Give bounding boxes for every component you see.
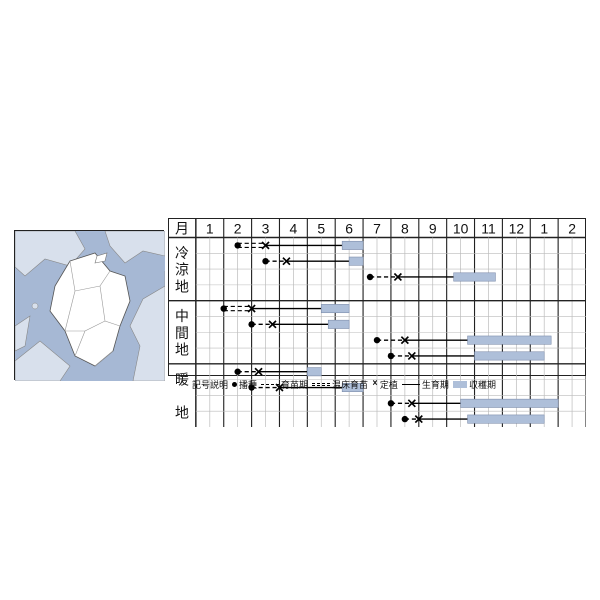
panel: 月12345678910111212冷涼地中間地暖 地 記号説明 播種 育苗期 … [14, 218, 586, 392]
legend-hotbed: 温床育苗 [332, 378, 368, 391]
svg-text:8: 8 [401, 220, 409, 236]
legend-sowing: 播種 [239, 378, 257, 391]
svg-text:6: 6 [345, 220, 353, 236]
svg-text:1: 1 [206, 220, 214, 236]
svg-text:月: 月 [175, 220, 189, 236]
harvest-icon [453, 381, 467, 388]
legend-growth: 生育期 [422, 378, 449, 391]
svg-text:中: 中 [175, 308, 189, 324]
legend: 記号説明 播種 育苗期 温床育苗 × 定植 生育期 収穫期 [188, 376, 586, 392]
svg-text:1: 1 [540, 220, 548, 236]
svg-text:暖: 暖 [175, 371, 189, 387]
svg-text:5: 5 [317, 220, 325, 236]
svg-text:間: 間 [175, 325, 189, 341]
legend-nursery: 育苗期 [281, 378, 308, 391]
svg-text:4: 4 [290, 220, 298, 236]
legend-harvest: 収穫期 [469, 378, 496, 391]
svg-text:2: 2 [568, 220, 576, 236]
svg-text:7: 7 [373, 220, 381, 236]
chart-svg: 月12345678910111212冷涼地中間地暖 地 [168, 218, 586, 427]
legend-transplant: 定植 [380, 378, 398, 391]
svg-text:地: 地 [175, 342, 189, 358]
svg-text:地: 地 [175, 278, 189, 294]
transplant-icon: × [373, 380, 378, 388]
region-map [14, 230, 164, 380]
svg-text:涼: 涼 [175, 262, 189, 278]
growth-icon [402, 384, 420, 385]
sowing-icon [232, 382, 237, 387]
svg-text:地: 地 [175, 405, 189, 421]
nursery-icon [261, 384, 279, 385]
svg-text:冷: 冷 [175, 245, 189, 261]
svg-text:3: 3 [262, 220, 270, 236]
svg-text:11: 11 [481, 220, 496, 236]
svg-text:2: 2 [234, 220, 242, 236]
legend-prefix: 記号説明 [192, 378, 228, 391]
hotbed-icon [312, 383, 330, 386]
svg-text:12: 12 [509, 220, 525, 236]
svg-text:9: 9 [429, 220, 437, 236]
stage: 月12345678910111212冷涼地中間地暖 地 記号説明 播種 育苗期 … [0, 0, 600, 600]
planting-calendar-chart: 月12345678910111212冷涼地中間地暖 地 記号説明 播種 育苗期 … [168, 218, 586, 392]
svg-text:10: 10 [453, 220, 469, 236]
